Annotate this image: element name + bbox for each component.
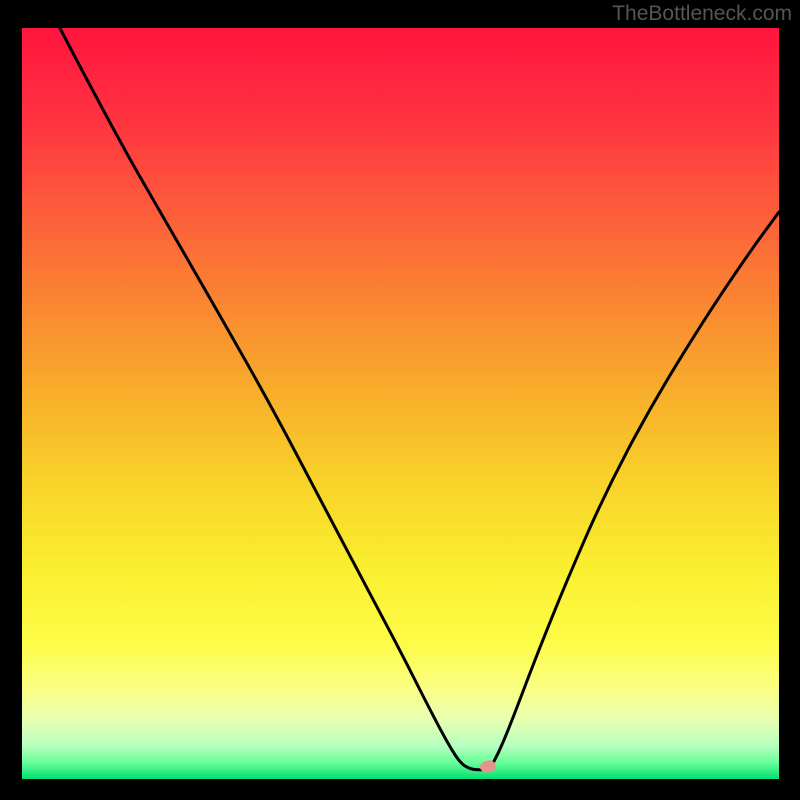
valley-marker-dot	[479, 759, 497, 774]
valley-marker	[478, 759, 498, 780]
chart-area	[22, 28, 779, 779]
bottleneck-curve	[60, 28, 779, 770]
watermark-text: TheBottleneck.com	[612, 2, 792, 26]
curve-layer	[22, 28, 779, 779]
